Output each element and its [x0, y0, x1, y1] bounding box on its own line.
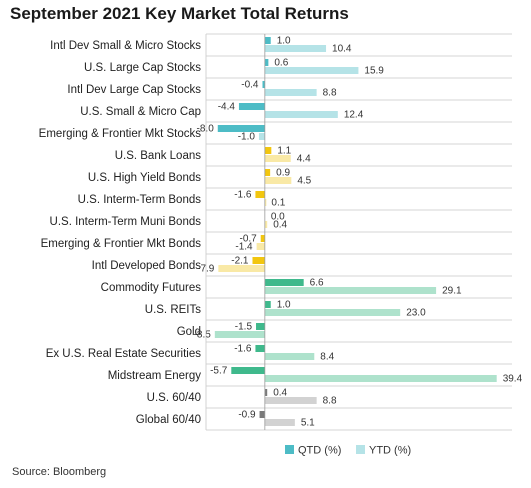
value-label-qtd: 0.9 — [276, 168, 290, 179]
bars — [214, 37, 497, 426]
value-label-ytd: 8.4 — [320, 352, 334, 363]
bar-ytd — [258, 133, 265, 140]
value-label-ytd: 5.1 — [301, 418, 315, 429]
legend-label-qtd: QTD (%) — [298, 445, 341, 457]
legend-swatch-qtd — [285, 445, 294, 454]
value-label-qtd: 0.4 — [273, 388, 287, 399]
chart-title: September 2021 Key Market Total Returns — [10, 4, 349, 23]
value-label-ytd: 8.8 — [323, 396, 337, 407]
category-label: U.S. Small & Micro Cap — [80, 106, 201, 118]
value-label-qtd: -2.1 — [231, 256, 249, 267]
category-label: Intl Dev Small & Micro Stocks — [50, 40, 201, 52]
category-label: U.S. REITs — [145, 304, 201, 316]
value-label-qtd: -5.7 — [210, 366, 228, 377]
bar-ytd — [264, 199, 267, 206]
legend-label-ytd: YTD (%) — [369, 445, 411, 457]
category-label: Global 60/40 — [136, 414, 201, 426]
category-label: U.S. Bank Loans — [115, 150, 202, 162]
value-label-ytd: 15.9 — [364, 66, 384, 77]
bar-qtd — [262, 81, 265, 88]
value-label-ytd: 29.1 — [442, 286, 462, 297]
value-label-ytd: 23.0 — [406, 308, 426, 319]
bar-ytd — [264, 353, 315, 360]
value-label-qtd: -0.4 — [241, 80, 259, 91]
category-label: U.S. Interm-Term Muni Bonds — [50, 216, 202, 228]
category-label: Emerging & Frontier Mkt Bonds — [41, 238, 202, 250]
bar-qtd — [255, 345, 265, 352]
value-label-ytd: 4.5 — [297, 176, 311, 187]
category-label: Intl Developed Bonds — [92, 260, 202, 272]
value-label-qtd: 6.6 — [310, 278, 324, 289]
bar-ytd — [264, 89, 317, 96]
value-label-ytd: 0.4 — [273, 220, 287, 231]
bar-ytd — [264, 309, 401, 316]
bar-qtd — [217, 125, 265, 132]
bar-ytd — [264, 45, 327, 52]
bar-qtd — [264, 37, 271, 44]
bar-ytd — [214, 331, 265, 338]
value-label-ytd: 12.4 — [344, 110, 364, 121]
bar-qtd — [264, 169, 271, 176]
category-label: U.S. High Yield Bonds — [88, 172, 201, 184]
bar-qtd — [252, 257, 265, 264]
bar-qtd — [264, 389, 268, 396]
bar-qtd — [264, 147, 272, 154]
category-labels: Intl Dev Small & Micro Stocks U.S. Large … — [39, 40, 202, 426]
legend-swatch-ytd — [356, 445, 365, 454]
value-label-ytd: 39.4 — [503, 374, 523, 385]
value-label-qtd: -4.4 — [218, 102, 236, 113]
row-separators — [206, 33, 512, 431]
bar-ytd — [264, 221, 268, 228]
category-label: U.S. Interm-Term Bonds — [78, 194, 202, 206]
category-label: Commodity Futures — [101, 282, 202, 294]
value-label-ytd: 4.4 — [297, 154, 311, 165]
bar-ytd — [264, 111, 338, 118]
value-label-qtd: -8.0 — [197, 124, 215, 135]
category-label: Gold — [177, 326, 201, 338]
category-label: Emerging & Frontier Mkt Stocks — [39, 128, 202, 140]
value-label-qtd: 1.1 — [277, 146, 291, 157]
value-label-qtd: 0.6 — [274, 58, 288, 69]
bar-ytd — [264, 287, 437, 294]
bar-qtd — [255, 191, 265, 198]
bar-qtd — [264, 301, 271, 308]
bar-qtd — [238, 103, 265, 110]
value-label-ytd: -1.4 — [235, 242, 253, 253]
category-label: U.S. Large Cap Stocks — [84, 62, 201, 74]
bar-ytd — [264, 177, 292, 184]
value-label-qtd: 1.0 — [277, 300, 291, 311]
bar-qtd — [260, 235, 265, 242]
category-label: U.S. 60/40 — [147, 392, 201, 404]
value-label-qtd: -0.7 — [239, 234, 257, 245]
source-note: Source: Bloomberg — [12, 466, 107, 478]
value-label-ytd: 10.4 — [332, 44, 352, 55]
value-label-ytd: -8.5 — [194, 330, 212, 341]
bar-ytd — [264, 375, 497, 382]
bar-ytd — [256, 243, 265, 250]
bar-qtd — [264, 279, 304, 286]
bar-ytd — [264, 155, 291, 162]
value-label-qtd: 1.0 — [277, 36, 291, 47]
value-label-qtd: -0.9 — [238, 410, 256, 421]
value-label-qtd: -1.6 — [234, 344, 252, 355]
value-label-qtd: -1.5 — [235, 322, 253, 333]
bar-ytd — [264, 67, 359, 74]
bar-qtd — [264, 59, 269, 66]
value-label-ytd: 0.1 — [271, 198, 285, 209]
bar-qtd — [231, 367, 265, 374]
bar-ytd — [218, 265, 265, 272]
category-label: Ex U.S. Real Estate Securities — [46, 348, 202, 360]
bar-ytd — [264, 397, 317, 404]
category-label: Midstream Energy — [108, 370, 202, 382]
legend: QTD (%) YTD (%) — [285, 445, 411, 457]
value-label-qtd: -1.6 — [234, 190, 252, 201]
value-label-ytd: 8.8 — [323, 88, 337, 99]
value-label-ytd: -1.0 — [238, 132, 256, 143]
category-label: Intl Dev Large Cap Stocks — [67, 84, 201, 96]
value-label-qtd: 0.0 — [271, 212, 285, 223]
bar-qtd — [259, 411, 265, 418]
bar-qtd — [256, 323, 265, 330]
bar-ytd — [264, 419, 295, 426]
